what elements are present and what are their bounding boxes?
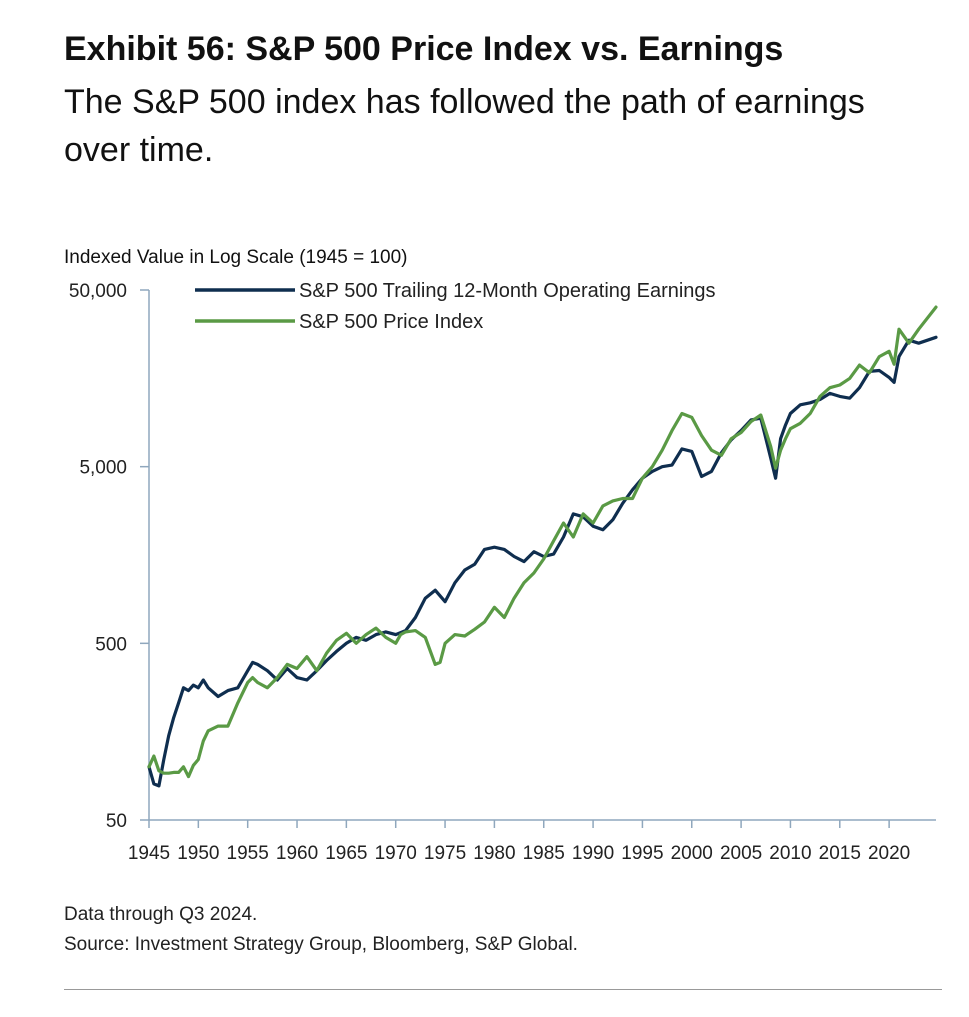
x-tick-label: 1970 <box>375 843 417 864</box>
series-line-earnings <box>147 335 938 788</box>
x-tick-label: 1965 <box>325 843 367 864</box>
data-note: Data through Q3 2024. <box>64 904 258 925</box>
x-tick-label: 1995 <box>621 843 663 864</box>
x-tick-label: 1950 <box>177 843 219 864</box>
chart-title: Exhibit 56: S&P 500 Price Index vs. Earn… <box>64 30 784 68</box>
y-tick-label: 5,000 <box>79 458 127 479</box>
x-tick-label: 1960 <box>276 843 318 864</box>
x-tick-label: 1945 <box>128 843 170 864</box>
chart-subtitle: The S&P 500 index has followed the path … <box>64 83 865 169</box>
legend-label-price: S&P 500 Price Index <box>299 311 483 333</box>
x-tick-label: 2000 <box>671 843 713 864</box>
y-tick-label: 500 <box>95 634 127 655</box>
x-tick-label: 2020 <box>868 843 910 864</box>
x-tick-label: 2015 <box>819 843 861 864</box>
bottom-divider <box>64 989 942 990</box>
x-tick-label: 1985 <box>523 843 565 864</box>
x-tick-label: 1955 <box>227 843 269 864</box>
legend-label-earnings: S&P 500 Trailing 12-Month Operating Earn… <box>299 280 716 302</box>
y-axis-label: Indexed Value in Log Scale (1945 = 100) <box>64 247 408 268</box>
chart-legend: S&P 500 Trailing 12-Month Operating Earn… <box>195 280 716 333</box>
x-tick-label: 2005 <box>720 843 762 864</box>
x-tick-label: 1980 <box>473 843 515 864</box>
x-tick-label: 2010 <box>769 843 811 864</box>
source-note: Source: Investment Strategy Group, Bloom… <box>64 934 578 955</box>
chart-series <box>147 305 938 788</box>
y-tick-label: 50 <box>106 811 127 832</box>
x-tick-label: 1990 <box>572 843 614 864</box>
y-tick-label: 50,000 <box>69 281 127 302</box>
chart-axes: 50 500 5,000 50,000 1945 1950 1955 1960 1965 1970… <box>69 281 936 864</box>
series-line-price <box>147 305 938 779</box>
x-tick-label: 1975 <box>424 843 466 864</box>
